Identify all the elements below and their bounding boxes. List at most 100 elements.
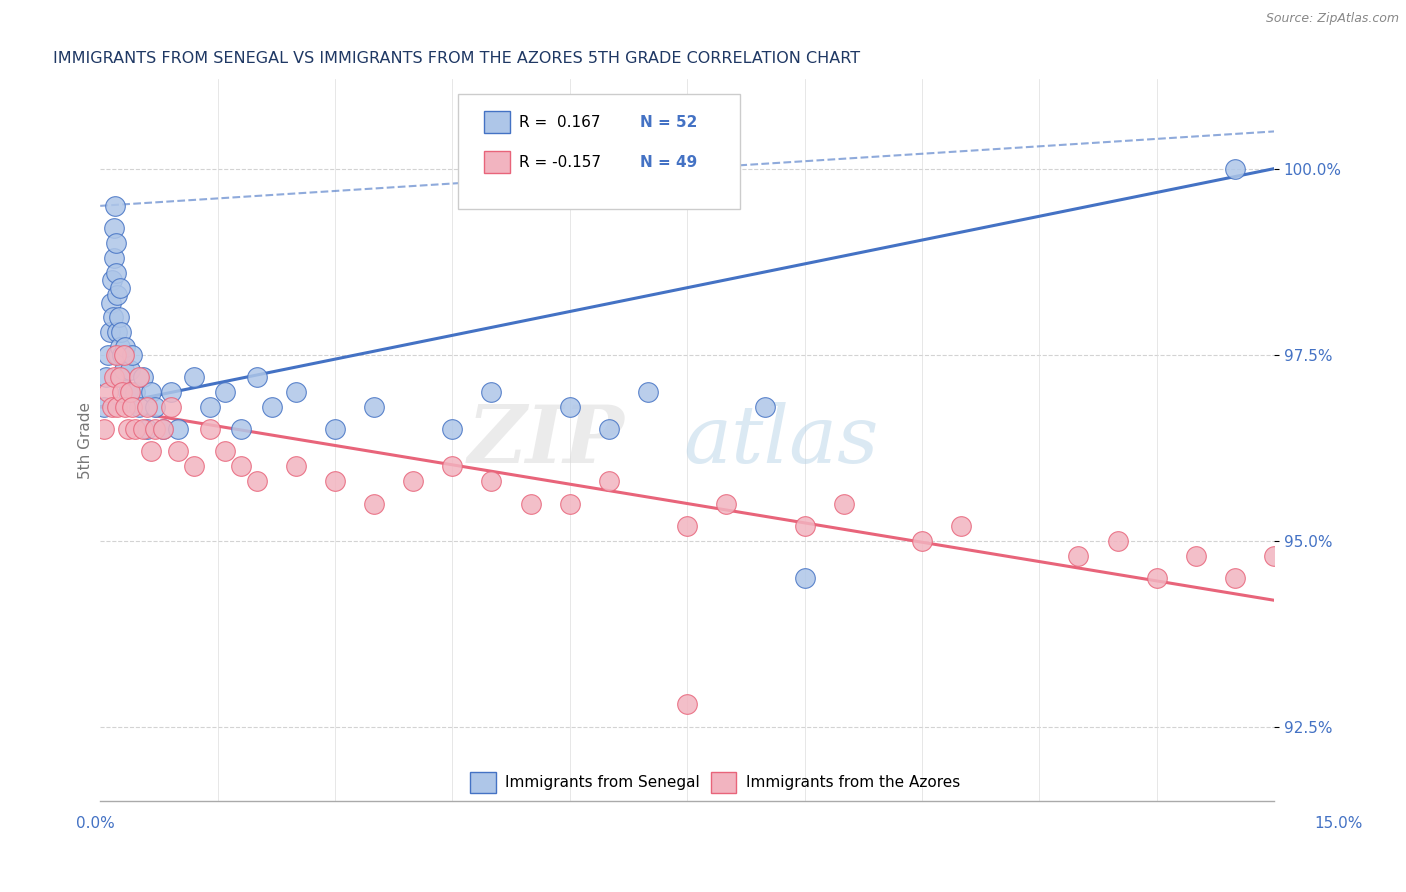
Point xyxy=(284,384,307,399)
Point xyxy=(121,348,143,362)
Point xyxy=(108,310,131,325)
Point xyxy=(124,384,146,399)
Text: 15.0%: 15.0% xyxy=(1315,816,1362,830)
Text: IMMIGRANTS FROM SENEGAL VS IMMIGRANTS FROM THE AZORES 5TH GRADE CORRELATION CHAR: IMMIGRANTS FROM SENEGAL VS IMMIGRANTS FR… xyxy=(53,51,860,66)
Point xyxy=(481,474,503,488)
Point xyxy=(93,400,115,414)
Point xyxy=(117,384,139,399)
Text: Immigrants from Senegal: Immigrants from Senegal xyxy=(505,775,700,790)
Point xyxy=(183,459,205,474)
Point xyxy=(103,370,125,384)
Point xyxy=(101,400,124,414)
Point xyxy=(107,348,129,362)
Text: R =  0.167: R = 0.167 xyxy=(519,115,600,130)
Point xyxy=(676,698,699,712)
FancyBboxPatch shape xyxy=(458,94,740,210)
Point xyxy=(108,281,131,295)
Point xyxy=(118,362,141,376)
Point xyxy=(950,519,973,533)
Point xyxy=(152,422,174,436)
Point xyxy=(117,422,139,436)
Point xyxy=(363,496,385,510)
Point xyxy=(183,370,205,384)
Point xyxy=(262,400,284,414)
Point xyxy=(159,400,181,414)
Point xyxy=(716,496,738,510)
Point xyxy=(110,370,132,384)
Point xyxy=(121,400,143,414)
Point xyxy=(136,422,159,436)
Point xyxy=(108,340,131,354)
Point xyxy=(519,496,541,510)
Point xyxy=(1067,549,1090,563)
Point xyxy=(114,340,136,354)
Point xyxy=(107,288,129,302)
FancyBboxPatch shape xyxy=(484,112,510,134)
FancyBboxPatch shape xyxy=(470,772,496,792)
FancyBboxPatch shape xyxy=(710,772,737,792)
FancyBboxPatch shape xyxy=(484,151,510,173)
Point xyxy=(107,400,129,414)
Point xyxy=(214,444,236,458)
Point xyxy=(104,266,127,280)
Point xyxy=(105,326,128,340)
Point xyxy=(128,370,150,384)
Point xyxy=(136,400,159,414)
Point xyxy=(1223,571,1246,585)
Point xyxy=(246,474,269,488)
Text: N = 52: N = 52 xyxy=(640,115,697,130)
Text: Immigrants from the Azores: Immigrants from the Azores xyxy=(745,775,960,790)
Point xyxy=(152,422,174,436)
Point xyxy=(911,533,934,548)
Point xyxy=(97,348,120,362)
Point xyxy=(832,496,855,510)
Text: 0.0%: 0.0% xyxy=(76,816,115,830)
Point xyxy=(104,199,127,213)
Point xyxy=(103,251,125,265)
Point xyxy=(558,400,581,414)
Point xyxy=(139,384,162,399)
Point xyxy=(118,384,141,399)
Point xyxy=(101,310,124,325)
Point xyxy=(159,384,181,399)
Text: R = -0.157: R = -0.157 xyxy=(519,154,602,169)
Text: atlas: atlas xyxy=(683,401,879,479)
Point xyxy=(323,474,346,488)
Point xyxy=(402,474,425,488)
Point xyxy=(100,295,122,310)
Point xyxy=(676,519,699,533)
Point xyxy=(110,326,132,340)
Point xyxy=(128,400,150,414)
Point xyxy=(132,370,155,384)
Point xyxy=(198,400,221,414)
Point xyxy=(246,370,269,384)
Point xyxy=(793,571,815,585)
Point xyxy=(104,348,127,362)
Y-axis label: 5th Grade: 5th Grade xyxy=(79,401,93,479)
Point xyxy=(104,235,127,250)
Point xyxy=(284,459,307,474)
Point xyxy=(558,496,581,510)
Point xyxy=(363,400,385,414)
Point xyxy=(124,422,146,436)
Point xyxy=(754,400,776,414)
Point xyxy=(441,422,464,436)
Point xyxy=(103,221,125,235)
Point xyxy=(229,422,252,436)
Point xyxy=(441,459,464,474)
Point xyxy=(1146,571,1168,585)
Point xyxy=(97,384,120,399)
Point xyxy=(1263,549,1285,563)
Point xyxy=(112,348,135,362)
Point xyxy=(1107,533,1129,548)
Point xyxy=(323,422,346,436)
Point xyxy=(598,474,620,488)
Point xyxy=(167,422,190,436)
Point xyxy=(229,459,252,474)
Point xyxy=(167,444,190,458)
Point xyxy=(1223,161,1246,176)
Point xyxy=(481,384,503,399)
Text: ZIP: ZIP xyxy=(468,401,624,479)
Point xyxy=(598,422,620,436)
Point xyxy=(112,362,135,376)
